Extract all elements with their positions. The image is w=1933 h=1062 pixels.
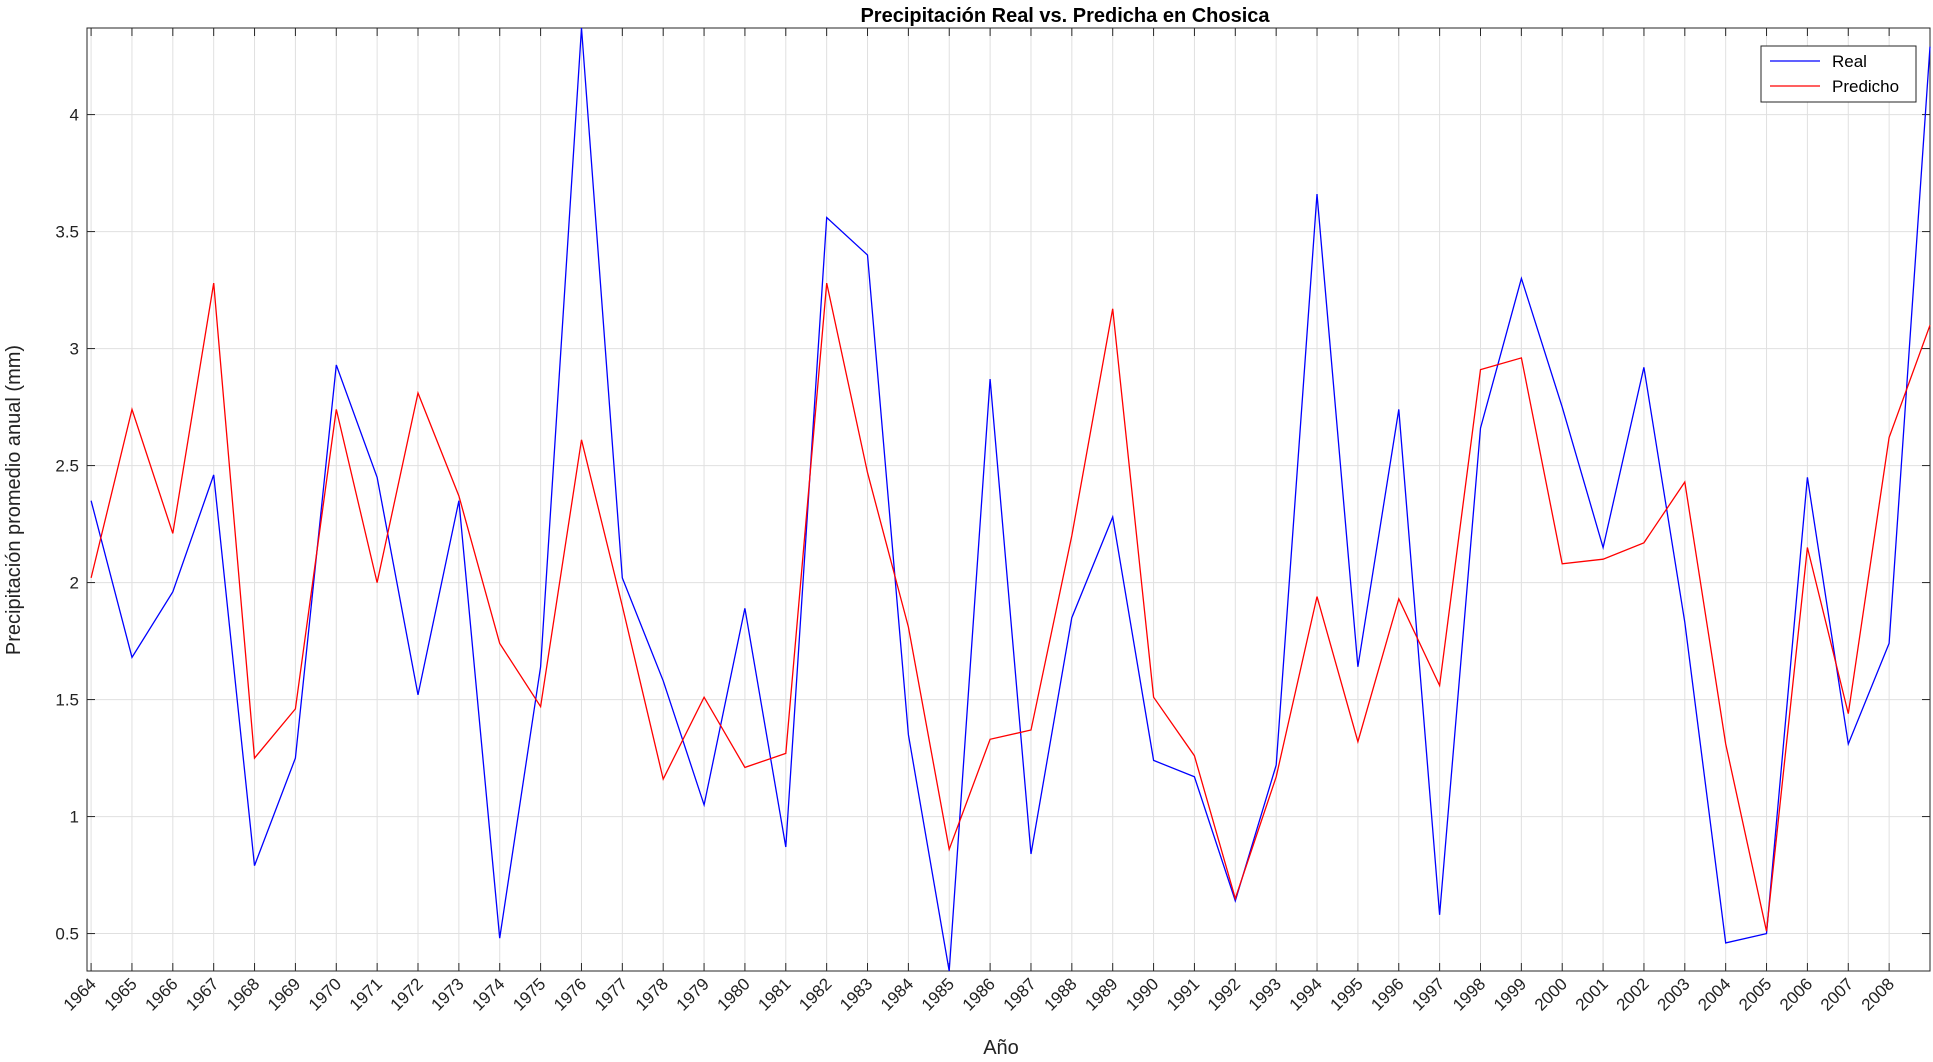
x-tick-label: 1998 (1449, 974, 1489, 1014)
x-tick-label: 1985 (918, 974, 958, 1014)
x-tick-label: 2006 (1776, 974, 1816, 1014)
chart-title: Precipitación Real vs. Predicha en Chosi… (860, 5, 1270, 27)
x-tick-label: 1988 (1040, 974, 1080, 1014)
x-tick-label: 1970 (305, 974, 345, 1014)
legend-label-real: Real (1832, 52, 1867, 71)
x-tick-label: 1986 (959, 974, 999, 1014)
y-tick-label: 3.5 (55, 223, 79, 242)
x-tick-label: 1979 (673, 974, 713, 1014)
y-tick-label: 2.5 (55, 457, 79, 476)
x-tick-label: 1973 (428, 974, 468, 1014)
x-tick-label: 1990 (1122, 974, 1162, 1014)
x-tick-label: 1992 (1204, 974, 1244, 1014)
x-tick-label: 1976 (550, 974, 590, 1014)
x-tick-label: 1982 (795, 974, 835, 1014)
x-tick-label: 1974 (468, 974, 508, 1014)
x-tick-label: 1965 (101, 974, 141, 1014)
y-axis-label: Precipitación promedio anual (mm) (3, 345, 25, 655)
legend-label-predicho: Predicho (1832, 77, 1899, 96)
x-tick-label: 1984 (877, 974, 917, 1014)
x-tick-label: 1967 (182, 974, 222, 1014)
x-tick-label: 1980 (714, 974, 754, 1014)
x-tick-label: 1997 (1408, 974, 1448, 1014)
x-tick-label: 1968 (223, 974, 263, 1014)
x-tick-label: 1971 (346, 974, 386, 1014)
x-tick-label: 1991 (1163, 974, 1203, 1014)
y-tick-label: 1.5 (55, 691, 79, 710)
y-tick-label: 3 (70, 340, 79, 359)
x-tick-label: 1977 (591, 974, 631, 1014)
x-tick-label: 2005 (1735, 974, 1775, 1014)
x-tick-label: 1983 (836, 974, 876, 1014)
x-tick-label: 2004 (1694, 974, 1734, 1014)
x-tick-label: 1964 (60, 974, 100, 1014)
x-tick-label: 1994 (1286, 974, 1326, 1014)
x-tick-label: 2001 (1572, 974, 1612, 1014)
legend: Real Predicho (1760, 45, 1917, 103)
x-tick-label: 2003 (1653, 974, 1693, 1014)
x-tick-label: 1987 (1000, 974, 1040, 1014)
series-line-predicho (90, 282, 1931, 932)
x-tick-label: 1978 (632, 974, 672, 1014)
x-axis-label: Año (983, 1037, 1019, 1059)
x-tick-label: 1989 (1081, 974, 1121, 1014)
x-tick-label: 1975 (509, 974, 549, 1014)
y-tick-label: 2 (70, 574, 79, 593)
x-tick-label: 1996 (1367, 974, 1407, 1014)
x-tick-label: 1966 (141, 974, 181, 1014)
x-tick-label: 1995 (1327, 974, 1367, 1014)
series-lines (90, 27, 1931, 972)
x-tick-label: 2002 (1613, 974, 1653, 1014)
y-axis-ticks: 0.5 1 1.5 2 2.5 3 3.5 4 (55, 106, 1930, 944)
legend-box (1760, 45, 1917, 103)
x-tick-label: 1999 (1490, 974, 1530, 1014)
series-line-real (90, 27, 1931, 972)
x-tick-label: 2007 (1817, 974, 1857, 1014)
y-tick-label: 1 (70, 808, 79, 827)
x-tick-label: 1972 (387, 974, 427, 1014)
x-axis-ticks: 1964 1965 1966 1967 1968 1969 1970 1971 1972 1973… (60, 28, 1898, 1015)
plot-area (86, 27, 1931, 972)
y-tick-label: 4 (70, 106, 79, 125)
x-tick-label: 2000 (1531, 974, 1571, 1014)
x-tick-label: 1993 (1245, 974, 1285, 1014)
x-tick-label: 1969 (264, 974, 304, 1014)
x-tick-label: 2008 (1858, 974, 1898, 1014)
grid (87, 28, 1930, 971)
x-tick-label: 1981 (754, 974, 794, 1014)
y-tick-label: 0.5 (55, 925, 79, 944)
